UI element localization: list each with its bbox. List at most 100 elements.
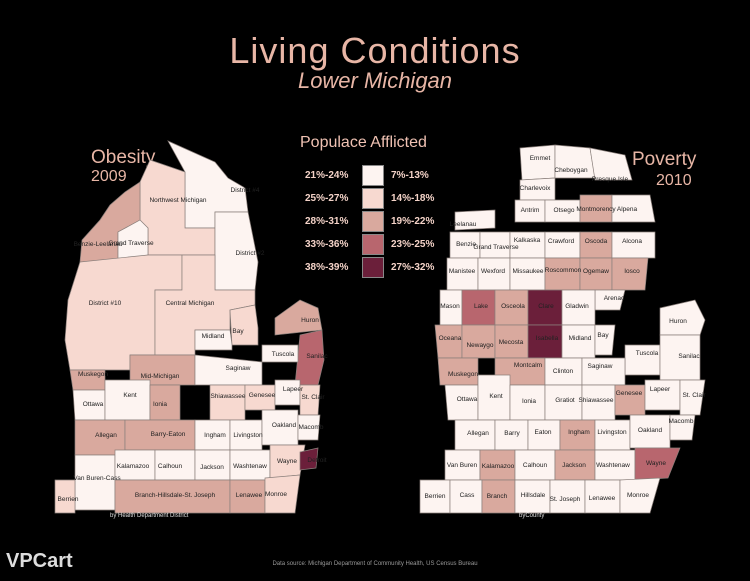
poverty-label-otsego: Otsego — [554, 207, 575, 214]
poverty-label-eaton: Eaton — [535, 429, 552, 436]
obesity-label-monroe: Monroe — [265, 491, 287, 498]
poverty-label-clinton: Clinton — [553, 368, 574, 375]
poverty-label-arenac: Arenac — [604, 295, 625, 302]
poverty-label-mecosta: Mecosta — [499, 339, 524, 346]
obesity-label-central-michigan: Central Michigan — [166, 300, 215, 307]
obesity-label-genesee: Genesee — [249, 392, 276, 399]
legend-swatch — [362, 211, 384, 232]
poverty-label-oceana: Oceana — [439, 335, 462, 342]
poverty-label-muskegon: Muskegon — [448, 371, 478, 378]
poverty-label-antrim: Antrim — [521, 207, 540, 214]
poverty-label-lapeer: Lapeer — [650, 386, 671, 393]
poverty-region-crawford — [544, 231, 581, 259]
obesity-label-detroit: Detroit — [307, 457, 326, 464]
poverty-label-charlevoix: Charlevoix — [520, 185, 551, 192]
obesity-label-lenawee: Lenawee — [236, 492, 263, 499]
poverty-label-saginaw: Saginaw — [588, 363, 613, 370]
poverty-map-title: Poverty — [632, 149, 697, 170]
obesity-map: District #4 Northwest Michigan Benzie-Leel… — [54, 140, 328, 514]
poverty-label-branch: Branch — [487, 493, 508, 500]
poverty-label-huron: Huron — [669, 318, 687, 325]
poverty-label-kalkaska: Kalkaska — [514, 237, 541, 244]
poverty-label-calhoun: Calhoun — [523, 462, 548, 469]
obesity-label-ionia: Ionia — [153, 401, 167, 408]
poverty-label-kalamazoo: Kalamazoo — [482, 463, 515, 470]
poverty-label-midland: Midland — [569, 335, 592, 342]
poverty-region-presque-isle — [589, 147, 633, 181]
obesity-label-huron: Huron — [301, 317, 319, 324]
obesity-label-sanilac: Sanilac — [306, 353, 328, 360]
poverty-label-cass: Cass — [460, 492, 476, 499]
obesity-label-tuscola: Tuscola — [272, 351, 295, 358]
obesity-label-mid-michigan: Mid-Michigan — [141, 373, 180, 380]
poverty-label-gladwin: Gladwin — [565, 303, 589, 310]
poverty-region-macomb — [669, 414, 696, 441]
poverty-label-jackson: Jackson — [562, 462, 586, 469]
obesity-label-kalamazoo: Kalamazoo — [117, 463, 150, 470]
poverty-label-montmorency: Montmorency — [576, 206, 616, 213]
legend-swatch — [362, 257, 384, 278]
obesity-footnote: by Health Department District — [110, 513, 189, 519]
legend-obesity-range: 33%-36% — [305, 239, 349, 250]
obesity-label-district-2: District #2 — [236, 250, 265, 257]
poverty-label-monroe: Monroe — [627, 492, 649, 499]
legend-obesity-range: 25%-27% — [305, 193, 349, 204]
legend-obesity-range: 38%-39% — [305, 262, 349, 273]
obesity-label-muskegon: Muskegon — [78, 371, 108, 378]
poverty-region-oscoda — [579, 231, 613, 259]
obesity-region-van-buren-cass — [74, 454, 116, 511]
poverty-label-shiawassee: Shiawassee — [578, 397, 613, 404]
poverty-label-bay: Bay — [597, 332, 609, 339]
obesity-label-calhoun: Calhoun — [158, 463, 183, 470]
poverty-label-montcalm: Montcalm — [514, 362, 542, 369]
poverty-region-emmet — [519, 144, 556, 181]
poverty-label-allegan: Allegan — [467, 430, 489, 437]
obesity-label-benzie-leelanau: Benzie-Leelanau — [74, 241, 123, 248]
legend-poverty-range: 23%-25% — [391, 239, 435, 250]
poverty-label-lake: Lake — [474, 303, 488, 310]
poverty-region-leelanau — [454, 209, 496, 231]
poverty-label-hillsdale: Hillsdale — [521, 492, 546, 499]
poverty-label-kent: Kent — [489, 393, 503, 400]
obesity-label-ingham: Ingham — [204, 432, 226, 439]
legend-obesity-range: 28%-31% — [305, 216, 349, 227]
poverty-label-presque-isle: Presque Isle — [592, 176, 629, 183]
obesity-label-oakland: Oakland — [272, 422, 297, 429]
obesity-label-northwest-michigan: Northwest Michigan — [149, 197, 206, 204]
legend-swatch — [362, 165, 384, 186]
obesity-label-berrien: Berrien — [58, 496, 79, 503]
poverty-label-mason: Mason — [440, 303, 460, 310]
obesity-label-district-10: District #10 — [89, 300, 122, 307]
legend-poverty-range: 14%-18% — [391, 193, 435, 204]
legend-poverty-range: 27%-32% — [391, 262, 435, 273]
poverty-label-van-buren: Van Buren — [447, 462, 478, 469]
obesity-label-van-buren-cass: Van Buren-Cass — [73, 475, 121, 482]
poverty-label-osceola: Osceola — [501, 303, 525, 310]
poverty-label-gratiot: Gratiot — [555, 397, 575, 404]
poverty-label-alcona: Alcona — [622, 238, 642, 245]
obesity-region-bay — [229, 304, 259, 346]
poverty-label-crawford: Crawford — [548, 238, 575, 245]
poverty-label-ogemaw: Ogemaw — [583, 268, 609, 275]
poverty-label-genesee: Genesee — [616, 390, 643, 397]
legend-obesity-range: 21%-24% — [305, 170, 349, 181]
poverty-label-benzie: Benzie — [456, 241, 476, 248]
obesity-region-detroit — [299, 447, 319, 471]
poverty-region-alcona — [611, 231, 656, 259]
legend-swatch — [362, 188, 384, 209]
poverty-label-sanilac: Sanilac — [678, 353, 700, 360]
obesity-label-branch-hillsdale-st-joseph: Branch-Hillsdale-St. Joseph — [135, 492, 216, 499]
obesity-region-midland — [194, 329, 233, 351]
obesity-map-title: Obesity — [91, 147, 156, 168]
obesity-map-year: 2009 — [91, 168, 127, 185]
obesity-label-district-4: District #4 — [231, 187, 260, 194]
obesity-region-monroe — [264, 474, 301, 514]
legend-poverty-range: 19%-22% — [391, 216, 435, 227]
obesity-label-st-clair: St. Clair — [301, 394, 325, 401]
poverty-label-macomb: Macomb — [669, 418, 694, 425]
poverty-label-ionia: Ionia — [522, 398, 536, 405]
obesity-region-berrien — [54, 479, 76, 514]
obesity-region-tuscola — [261, 344, 299, 363]
